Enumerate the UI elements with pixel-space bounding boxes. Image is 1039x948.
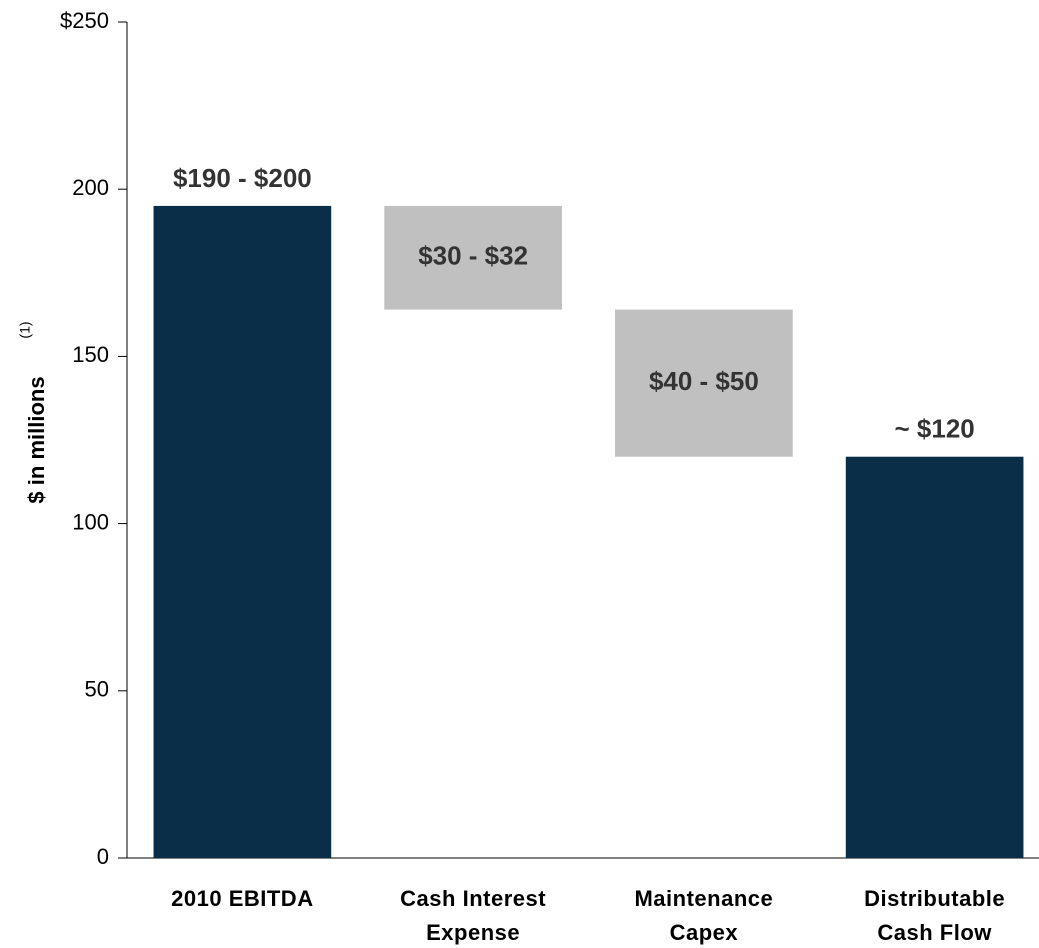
x-tick-label: Maintenance	[634, 886, 773, 911]
x-tick-label: Cash Flow	[877, 920, 992, 945]
x-tick-label: Cash Interest	[400, 886, 546, 911]
y-tick-label: 150	[72, 342, 109, 367]
y-axis-note: (1)	[17, 321, 33, 338]
bar	[845, 456, 1024, 858]
y-axis-label: $ in millions	[24, 376, 49, 503]
value-label: $30 - $32	[418, 241, 528, 271]
x-tick-label: Expense	[426, 920, 520, 945]
x-tick-label: Distributable	[864, 886, 1005, 911]
value-label: ~ $120	[895, 414, 975, 444]
value-label: $190 - $200	[173, 163, 312, 193]
y-tick-label: 0	[97, 844, 109, 869]
bar	[153, 205, 332, 859]
x-tick-label: 2010 EBITDA	[171, 886, 313, 911]
bar	[384, 205, 562, 310]
y-tick-label: 100	[72, 509, 109, 534]
value-label: $40 - $50	[649, 366, 759, 396]
y-tick-label: 50	[85, 677, 109, 702]
x-tick-label: Capex	[670, 920, 739, 945]
bar	[615, 309, 793, 457]
y-tick-label: $250	[60, 8, 109, 33]
y-tick-label: 200	[72, 175, 109, 200]
